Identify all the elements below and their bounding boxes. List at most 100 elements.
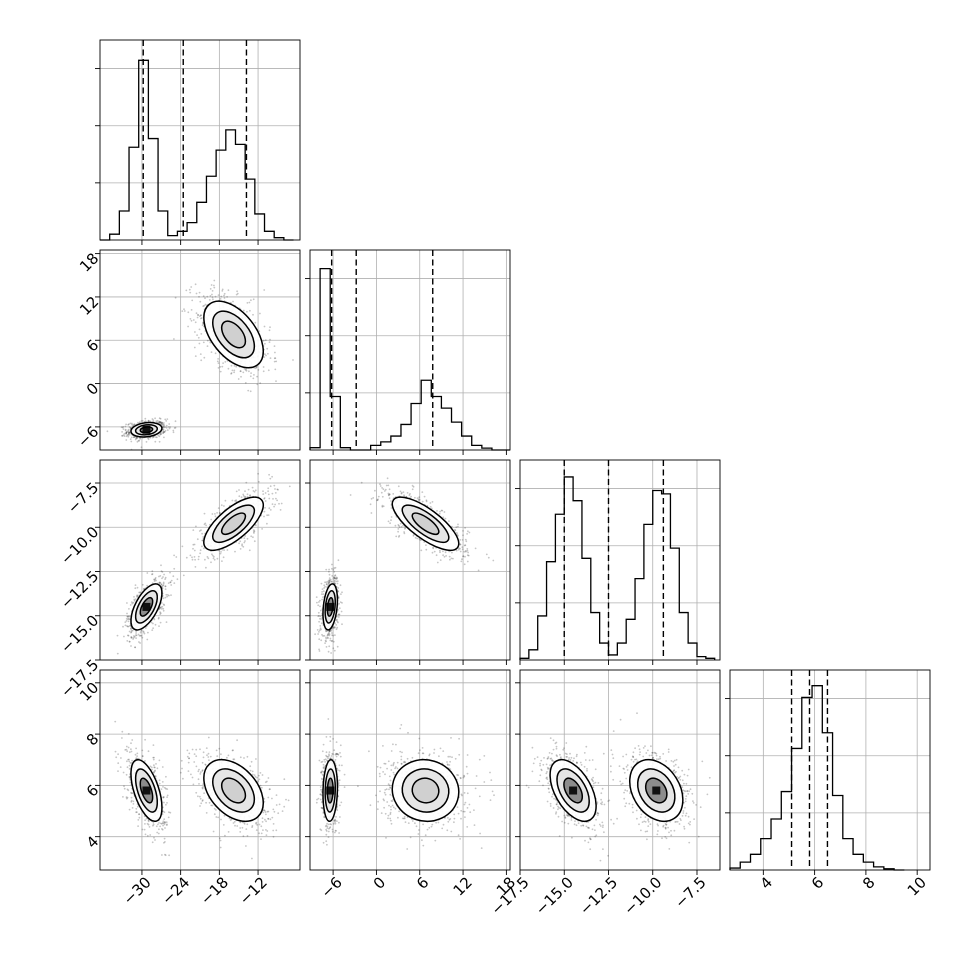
scatter-point [197,336,200,339]
scatter-point [331,575,334,577]
scatter-point [277,488,279,491]
scatter-point [158,575,160,578]
scatter-point [183,308,185,311]
scatter-point [255,524,257,527]
scatter-point [159,421,162,423]
scatter-point [125,432,128,435]
scatter-point [154,775,157,778]
scatter-point [130,645,132,647]
scatter-point [243,541,246,544]
scatter-point [129,762,132,764]
scatter-point [203,356,206,359]
scatter-point [275,360,278,363]
scatter-point [244,369,247,371]
scatter-point [162,432,164,435]
scatter-point [257,480,260,483]
scatter-point [119,766,122,768]
scatter-point [212,557,215,560]
scatter-point [164,585,167,588]
scatter-point [135,637,138,639]
scatter-point [210,561,212,564]
scatter-point [213,279,216,282]
scatter-point [141,636,144,639]
scatter-point [243,367,246,370]
scatter-point [328,573,331,576]
scatter-point [261,528,263,530]
scatter-point [159,613,162,615]
scatter-point [433,550,436,553]
scatter-panel-3-0 [95,669,301,875]
scatter-point [324,585,326,588]
scatter-point [331,640,333,643]
scatter-point [335,624,338,626]
scatter-point [321,598,323,601]
scatter-point [128,776,131,778]
scatter-point [319,617,321,620]
scatter-point [162,796,165,798]
scatter-point [263,325,266,328]
scatter-point [158,422,161,424]
scatter-point [128,431,131,434]
scatter-point [252,298,255,301]
scatter-point [329,639,332,642]
scatter-point [158,759,161,762]
scatter-point [485,553,488,556]
scatter-point [263,356,266,358]
scatter-point [149,765,152,768]
scatter-point [165,426,168,429]
density-peak [142,425,151,434]
scatter-point [141,583,144,586]
scatter-point [341,602,343,604]
scatter-point [145,817,148,820]
scatter-point [189,554,192,557]
scatter-point [226,296,229,298]
scatter-point [147,750,150,753]
scatter-point [441,509,444,512]
scatter-point [249,390,252,393]
scatter-point [328,630,331,633]
scatter-point [159,582,162,584]
scatter-point [142,631,145,634]
scatter-point [334,577,336,580]
scatter-point [141,419,144,422]
scatter-point [159,575,162,577]
scatter-point [253,540,256,543]
scatter-point [318,650,321,652]
scatter-point [200,359,203,362]
scatter-point [143,828,146,831]
scatter-point [125,432,127,435]
scatter-point [134,584,137,586]
panel-frame [309,249,511,451]
scatter-point [379,483,381,486]
scatter-point [127,429,130,432]
scatter-point [203,304,206,307]
scatter-panel-2-0 [95,459,301,665]
scatter-point [248,549,251,552]
scatter-point [191,556,193,559]
scatter-point [227,289,230,292]
scatter-point [256,383,259,386]
scatter-point [152,758,155,761]
scatter-point [390,507,393,509]
scatter-point [166,794,169,797]
scatter-point [153,580,156,582]
scatter-point [123,435,126,437]
scatter-point [129,438,132,441]
scatter-point [161,828,163,830]
scatter-point [152,744,155,746]
scatter-point [158,828,160,831]
scatter-point [197,558,200,561]
scatter-point [159,825,162,828]
scatter-point [443,555,446,558]
scatter-point [123,787,126,790]
scatter-point [162,430,165,433]
scatter-point [388,493,391,496]
scatter-point [160,570,163,573]
scatter-point [220,551,222,553]
scatter-point [326,583,328,585]
scatter-point [334,577,336,580]
scatter-point [154,769,157,772]
contour-2 [326,596,334,617]
scatter-point [123,432,126,435]
scatter-point [268,329,271,332]
